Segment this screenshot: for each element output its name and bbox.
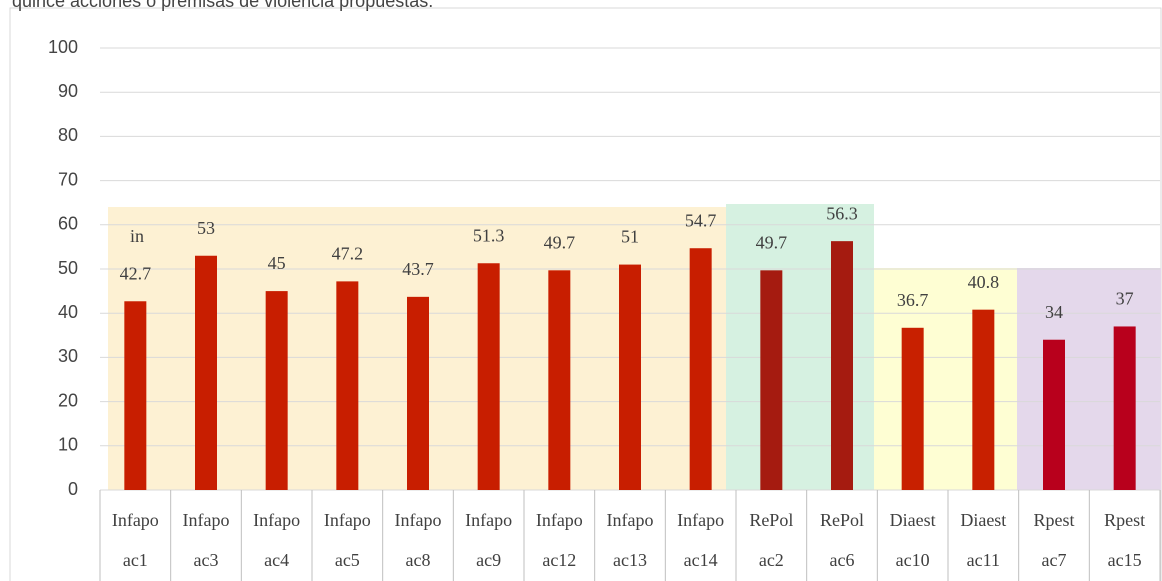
x-tick-label: ac6 (830, 550, 855, 570)
value-label: 56.3 (826, 203, 858, 223)
y-tick-label: 80 (58, 125, 78, 145)
y-tick-label: 10 (58, 435, 78, 455)
x-tick-label: ac12 (542, 550, 576, 570)
value-label: 51 (621, 227, 639, 247)
x-tick-label: Rpest (1033, 510, 1074, 530)
bar (265, 291, 288, 490)
y-tick-label: 50 (58, 258, 78, 278)
x-tick-label: ac15 (1108, 550, 1142, 570)
x-tick-label: ac13 (613, 550, 647, 570)
value-label: 47.2 (332, 244, 364, 264)
bar (901, 327, 924, 490)
bar (195, 255, 217, 490)
value-label: 34 (1045, 302, 1063, 322)
value-label: 37 (1116, 289, 1134, 309)
y-tick-label: 0 (68, 479, 78, 499)
bar (548, 270, 571, 490)
y-tick-label: 20 (58, 390, 78, 410)
y-tick-label: 90 (58, 81, 78, 101)
group-highlight (874, 268, 1017, 490)
x-tick-label: ac3 (194, 550, 219, 570)
bar (760, 270, 783, 490)
bar (407, 296, 429, 490)
x-tick-label: ac7 (1042, 550, 1067, 570)
x-tick-label: ac14 (684, 550, 718, 570)
annotation: in (130, 226, 144, 246)
chart-title: quince acciones o premisas de violencia … (12, 0, 433, 11)
x-tick-label: Infapo (465, 510, 512, 530)
value-label: 53 (197, 218, 215, 238)
y-tick-label: 60 (58, 214, 78, 234)
x-tick-label: ac5 (335, 550, 360, 570)
group-highlight (1017, 268, 1161, 490)
x-tick-label: Infapo (395, 510, 442, 530)
value-label: 54.7 (685, 210, 717, 230)
bar (336, 281, 359, 490)
bar (477, 263, 500, 490)
bar (972, 309, 995, 490)
bar (1043, 339, 1065, 490)
x-tick-label: Infapo (112, 510, 159, 530)
y-tick-label: 30 (58, 346, 78, 366)
x-tick-label: Infapo (677, 510, 724, 530)
x-tick-label: Infapo (536, 510, 583, 530)
y-tick-label: 40 (58, 302, 78, 322)
x-tick-label: ac10 (896, 550, 930, 570)
x-tick-label: Infapo (324, 510, 371, 530)
value-label: 42.7 (120, 263, 152, 283)
value-label: 49.7 (756, 232, 788, 252)
x-tick-label: ac1 (123, 550, 148, 570)
value-label: 51.3 (473, 225, 505, 245)
value-label: 43.7 (402, 259, 434, 279)
y-tick-label: 70 (58, 169, 78, 189)
value-label: 49.7 (544, 232, 576, 252)
x-tick-label: ac9 (476, 550, 501, 570)
x-tick-label: ac2 (759, 550, 784, 570)
x-tick-label: Infapo (607, 510, 654, 530)
x-tick-label: ac4 (264, 550, 289, 570)
bar (124, 301, 147, 490)
value-label: 40.8 (968, 272, 1000, 292)
bar (831, 241, 853, 490)
x-tick-label: RePol (820, 510, 864, 530)
value-label: 36.7 (897, 290, 929, 310)
x-tick-label: Infapo (253, 510, 300, 530)
x-tick-label: ac11 (967, 550, 1000, 570)
value-label: 45 (268, 253, 286, 273)
x-tick-label: Diaest (890, 510, 936, 530)
bar (689, 248, 712, 490)
x-tick-label: Rpest (1104, 510, 1145, 530)
x-tick-label: RePol (749, 510, 793, 530)
x-tick-label: ac8 (406, 550, 431, 570)
y-tick-label: 100 (48, 37, 78, 57)
x-tick-label: Infapo (183, 510, 230, 530)
bar (1113, 326, 1136, 490)
bar (619, 264, 641, 490)
x-tick-label: Diaest (960, 510, 1006, 530)
